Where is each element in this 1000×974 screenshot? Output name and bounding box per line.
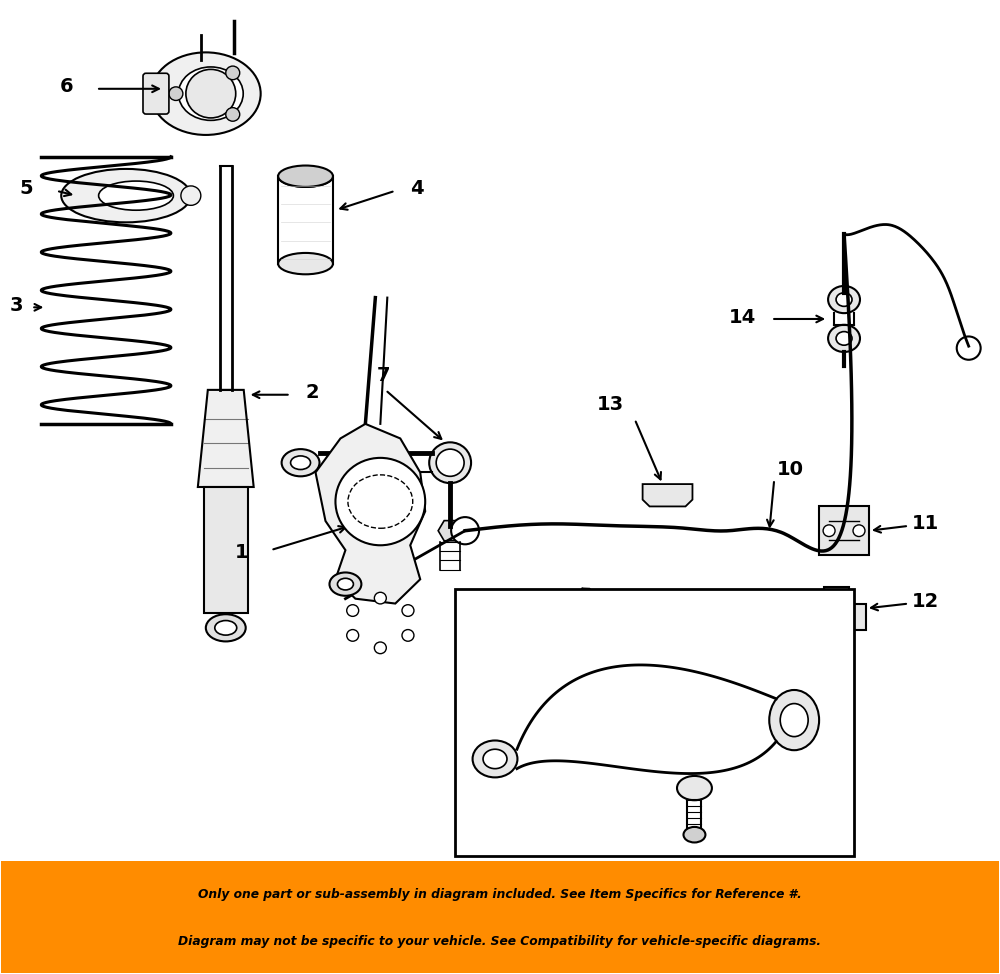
Circle shape	[402, 605, 414, 617]
Ellipse shape	[99, 181, 173, 210]
Text: 6: 6	[60, 77, 73, 96]
Ellipse shape	[683, 827, 705, 843]
Polygon shape	[643, 484, 692, 506]
Circle shape	[226, 66, 240, 80]
Text: 11: 11	[912, 514, 939, 534]
Circle shape	[402, 629, 414, 641]
Circle shape	[451, 517, 479, 544]
Text: 9: 9	[534, 832, 548, 851]
Circle shape	[823, 525, 835, 537]
Bar	[819, 506, 869, 555]
Ellipse shape	[429, 442, 471, 483]
Circle shape	[347, 605, 359, 617]
Text: 7: 7	[377, 366, 390, 385]
Ellipse shape	[206, 615, 246, 642]
Circle shape	[374, 642, 386, 654]
Text: 2: 2	[306, 384, 319, 402]
Ellipse shape	[769, 690, 819, 750]
Ellipse shape	[677, 776, 712, 801]
Circle shape	[169, 87, 183, 100]
Ellipse shape	[483, 749, 507, 768]
Text: Only one part or sub-assembly in diagram included. See Item Specifics for Refere: Only one part or sub-assembly in diagram…	[198, 888, 802, 901]
Text: 10: 10	[777, 460, 804, 479]
Polygon shape	[198, 390, 254, 487]
Ellipse shape	[282, 449, 320, 476]
Bar	[455, 589, 854, 856]
Circle shape	[347, 629, 359, 641]
Circle shape	[186, 69, 236, 118]
Text: 13: 13	[597, 394, 624, 414]
Polygon shape	[824, 587, 866, 630]
Circle shape	[374, 592, 386, 604]
Ellipse shape	[780, 703, 808, 736]
Ellipse shape	[291, 456, 311, 469]
Ellipse shape	[178, 67, 243, 121]
Bar	[1, 861, 999, 973]
Circle shape	[335, 458, 425, 545]
Text: 5: 5	[20, 179, 33, 199]
Text: 8: 8	[634, 606, 647, 624]
Ellipse shape	[329, 573, 361, 596]
Polygon shape	[204, 487, 248, 614]
Ellipse shape	[215, 620, 237, 635]
Ellipse shape	[337, 579, 353, 590]
Ellipse shape	[836, 293, 852, 307]
Circle shape	[957, 336, 981, 359]
Ellipse shape	[836, 331, 852, 345]
Ellipse shape	[181, 186, 201, 206]
Text: 3: 3	[9, 296, 23, 315]
Polygon shape	[316, 424, 425, 604]
Text: Diagram may not be specific to your vehicle. See Compatibility for vehicle-speci: Diagram may not be specific to your vehi…	[178, 935, 822, 948]
Ellipse shape	[828, 286, 860, 314]
Circle shape	[436, 449, 464, 476]
Text: 4: 4	[410, 179, 424, 199]
Text: 14: 14	[729, 308, 756, 326]
Ellipse shape	[151, 53, 261, 135]
Ellipse shape	[828, 324, 860, 352]
Ellipse shape	[61, 169, 191, 222]
Text: 1: 1	[235, 543, 249, 562]
Ellipse shape	[278, 253, 333, 275]
Polygon shape	[438, 521, 462, 541]
Circle shape	[853, 525, 865, 537]
FancyBboxPatch shape	[143, 73, 169, 114]
Circle shape	[226, 108, 240, 121]
Text: 12: 12	[912, 592, 939, 611]
Ellipse shape	[473, 740, 517, 777]
Ellipse shape	[278, 166, 333, 187]
